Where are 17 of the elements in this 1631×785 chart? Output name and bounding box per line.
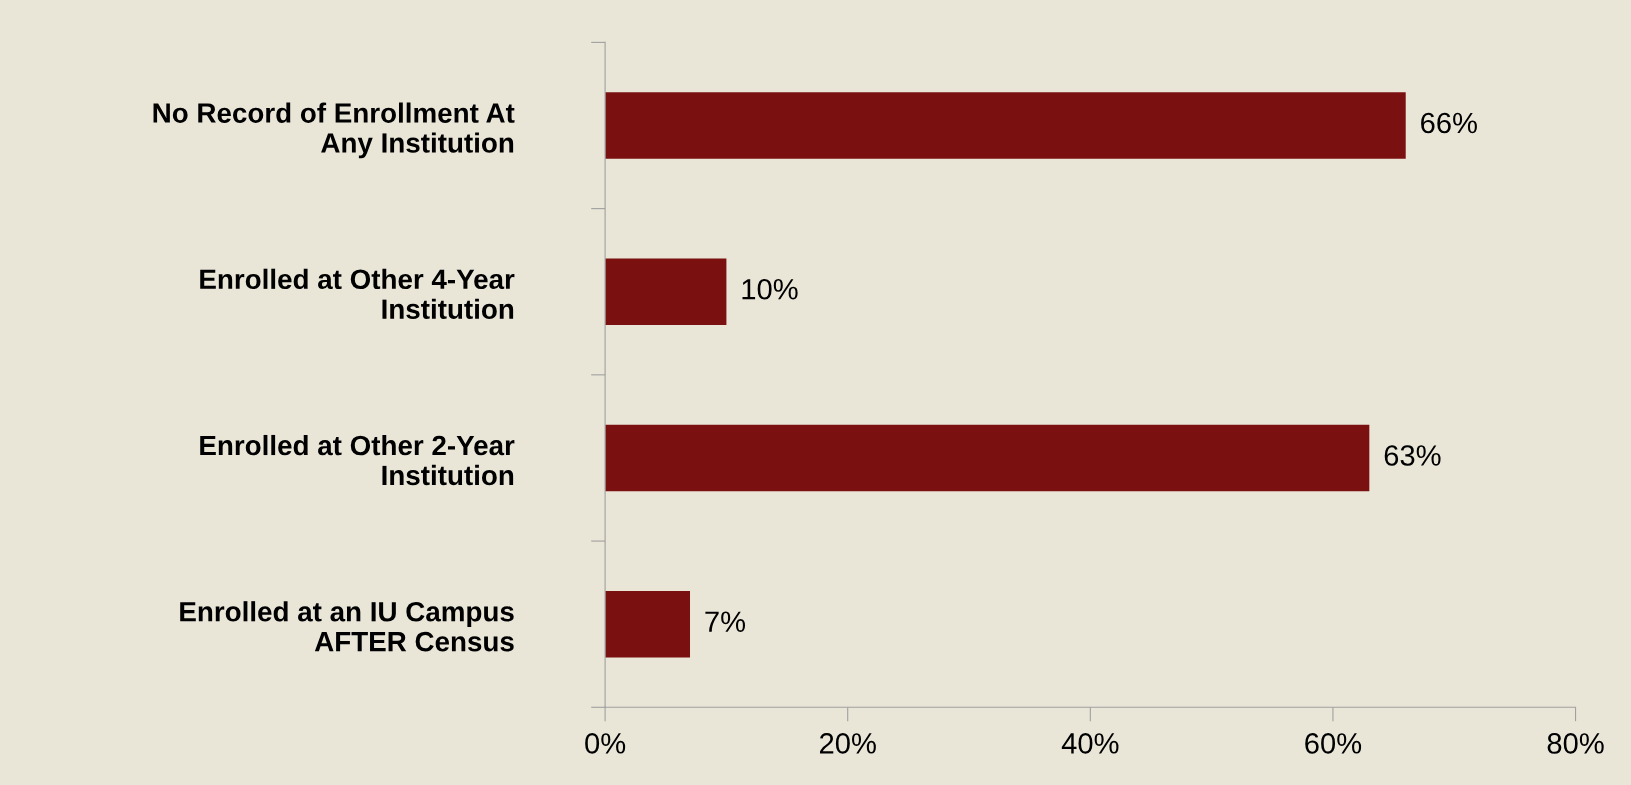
bar [605,92,1406,159]
bar [605,590,691,658]
x-tick-label: 40% [1061,733,1119,754]
bar [605,424,1370,492]
y-tick-label: No Record of Enrollment At Any Institution [153,102,515,159]
x-tick-label: 0% [585,733,626,754]
x-tick-label: 80% [1547,733,1604,754]
y-tick-label: Enrolled at Other 2-Year Institution [200,434,515,486]
x-tick-label: 60% [1305,733,1362,754]
bar [605,258,727,325]
data-label: 63% [1384,445,1441,466]
data-label: 66% [1421,112,1477,134]
x-tick-label: 20% [819,733,876,754]
data-label: 10% [742,278,798,300]
y-tick-label: Enrolled at an IU Campus AFTER Census [180,601,514,652]
data-label: 7% [705,611,746,632]
y-tick-label: Enrolled at Other 4-Year Institution [200,268,515,320]
